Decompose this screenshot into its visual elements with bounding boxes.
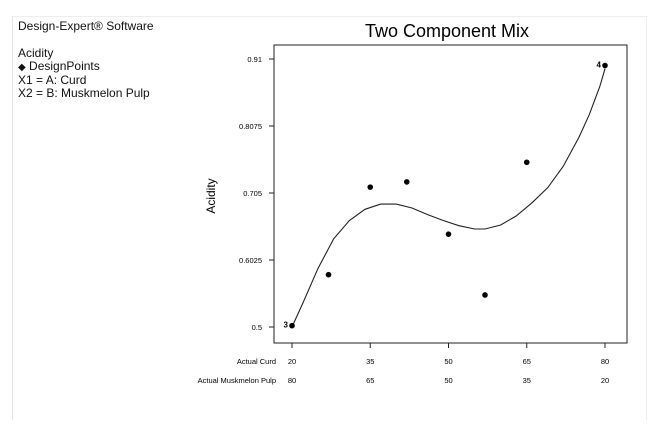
x-axis-label-curd: Actual Curd xyxy=(237,357,276,366)
fit-curve-layer xyxy=(292,69,605,327)
x-tick-label-pulp: 80 xyxy=(288,376,296,385)
x-tick-label-pulp: 65 xyxy=(366,376,374,385)
design-point xyxy=(446,231,452,237)
y-tick-label: 0.5 xyxy=(252,323,262,332)
y-tick-label: 0.8075 xyxy=(239,122,262,131)
design-point xyxy=(404,179,410,185)
design-point xyxy=(602,63,608,69)
y-tick-label: 0.6025 xyxy=(239,256,262,265)
design-points-layer: 34 xyxy=(284,61,608,330)
design-point xyxy=(326,272,332,278)
x-tick-label-pulp: 50 xyxy=(444,376,452,385)
plot-area xyxy=(274,45,627,343)
y-axis-label: Acidity xyxy=(204,178,218,213)
chart-title: Two Component Mix xyxy=(365,21,529,41)
y-tick-label: 0.705 xyxy=(243,189,262,198)
x-tick-label-curd: 65 xyxy=(523,357,531,366)
design-point xyxy=(524,159,530,165)
x-axis-label-pulp: Actual Muskmelon Pulp xyxy=(198,376,276,385)
design-point-count-label: 4 xyxy=(597,61,602,70)
x-tick-label-curd: 50 xyxy=(444,357,452,366)
design-point-count-label: 3 xyxy=(284,321,289,330)
x-tick-label-curd: 80 xyxy=(601,357,609,366)
design-point xyxy=(482,292,488,298)
x-tick-label-curd: 35 xyxy=(366,357,374,366)
x-axis-ticks: 20 80 35 65 50 50 65 35 80 20 xyxy=(288,343,609,385)
fit-curve xyxy=(292,69,605,327)
x-tick-label-pulp: 20 xyxy=(601,376,609,385)
design-point xyxy=(367,184,373,190)
design-point xyxy=(289,323,295,329)
y-tick-label: 0.91 xyxy=(247,55,262,64)
x-tick-label-pulp: 35 xyxy=(523,376,531,385)
y-axis-ticks: 0.5 0.6025 0.705 0.8075 0.91 xyxy=(239,55,274,332)
x-tick-label-curd: 20 xyxy=(288,357,296,366)
